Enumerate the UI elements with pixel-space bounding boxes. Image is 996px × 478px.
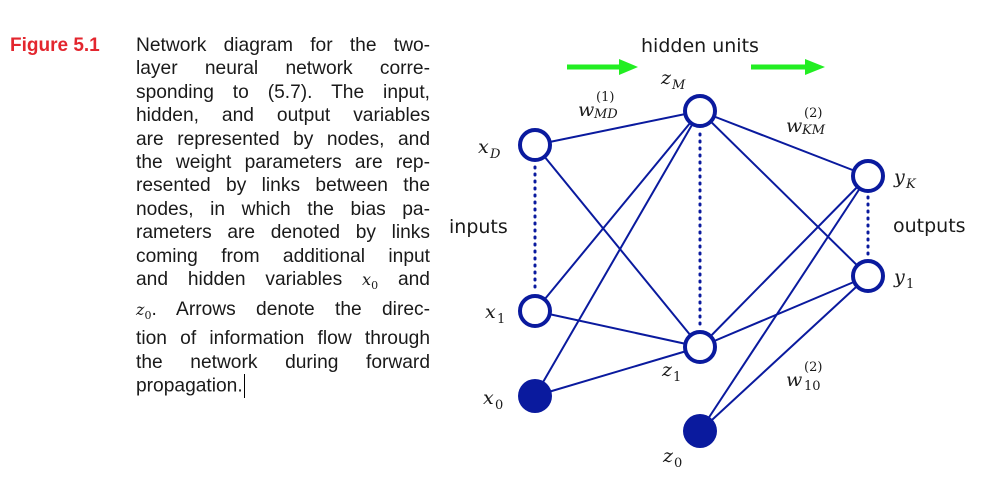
link-z0-y1	[699, 275, 869, 432]
caption-line: are represented by nodes, and	[136, 128, 430, 150]
caption-line-with-math: z0. Arrows denote the direc-	[136, 298, 430, 328]
label-xD: x D	[478, 136, 501, 162]
caption-line-with-math: and hidden variables x0 and	[136, 268, 430, 298]
svg-text:10: 10	[804, 379, 821, 394]
caption-line: tion of information flow through	[136, 328, 430, 350]
links	[534, 110, 869, 432]
link-xD-z1	[534, 144, 701, 348]
link-x0-zM	[534, 110, 701, 397]
label-y1: y 1	[893, 266, 914, 292]
flow-arrow-right	[751, 59, 825, 75]
node-z1	[683, 330, 717, 364]
svg-text:1: 1	[673, 370, 681, 385]
inputs-label: inputs	[449, 216, 508, 238]
svg-text:M: M	[671, 78, 686, 93]
link-x1-zM	[534, 110, 701, 312]
figure-caption: Network diagram for the two- layer neura…	[136, 34, 430, 399]
outputs-label: outputs	[893, 215, 966, 237]
svg-text:0: 0	[674, 456, 682, 471]
svg-text:K: K	[905, 177, 917, 192]
label-z0: z 0	[662, 445, 682, 471]
caption-text: . Arrows denote the direc-	[151, 298, 430, 320]
node-z0-bias	[683, 414, 717, 448]
node-x1	[518, 294, 552, 328]
link-z0-yK	[699, 175, 869, 432]
svg-text:(2): (2)	[804, 106, 822, 121]
svg-text:z: z	[660, 67, 672, 89]
caption-line: coming from additional input	[136, 245, 430, 267]
label-z1: z 1	[661, 359, 681, 385]
label-x0: x 0	[483, 387, 503, 413]
math-z0: z0	[136, 299, 152, 322]
svg-text:y: y	[893, 266, 905, 288]
node-yK	[851, 159, 885, 193]
caption-line: sponding to (5.7). The input,	[136, 81, 430, 103]
link-x0-z1	[534, 346, 701, 397]
svg-text:w: w	[786, 369, 802, 391]
caption-line: layer neural network corre-	[136, 58, 430, 80]
svg-text:x: x	[478, 136, 489, 158]
svg-text:z: z	[662, 445, 674, 467]
svg-text:w: w	[786, 115, 802, 137]
svg-text:MD: MD	[593, 107, 618, 122]
caption-line: Network diagram for the two-	[136, 35, 430, 56]
svg-text:w: w	[578, 99, 594, 121]
link-z1-y1	[699, 275, 869, 348]
link-zM-yK	[699, 110, 869, 177]
label-yK: y K	[893, 166, 917, 192]
caption-line: nodes, in which the bias pa-	[136, 198, 430, 220]
node-xD	[518, 128, 552, 162]
caption-text: and	[397, 269, 430, 291]
link-z1-yK	[699, 175, 869, 348]
flow-arrow-left	[567, 59, 638, 75]
figure-label: Figure 5.1	[10, 35, 100, 56]
caption-line: the weight parameters are rep-	[136, 152, 430, 174]
caption-line: the network during forward	[136, 351, 430, 373]
svg-text:z: z	[661, 359, 673, 381]
label-weight-wKM: w (2) KM	[786, 106, 826, 138]
caption-line: hidden, and output variables	[136, 105, 430, 127]
svg-text:y: y	[893, 166, 905, 188]
link-xD-zM	[534, 110, 701, 146]
dotted-connectors	[533, 132, 870, 327]
svg-text:0: 0	[495, 398, 503, 413]
svg-text:(1): (1)	[596, 90, 614, 105]
svg-text:D: D	[489, 147, 501, 162]
caption-line: propagation.	[136, 374, 245, 399]
svg-text:x: x	[485, 301, 496, 323]
svg-text:KM: KM	[801, 123, 826, 138]
math-x0: x0	[362, 270, 379, 293]
label-zM: z M	[660, 67, 686, 93]
hidden-units-label: hidden units	[641, 35, 759, 57]
link-zM-y1	[699, 110, 869, 277]
caption-text: and hidden variables	[136, 269, 343, 291]
node-zM	[683, 94, 717, 128]
label-weight-wMD: w (1) MD	[578, 90, 618, 122]
svg-text:1: 1	[497, 312, 505, 327]
node-y1	[851, 259, 885, 293]
caption-line: rameters are denoted by links	[136, 222, 430, 244]
svg-text:1: 1	[906, 277, 914, 292]
label-x1: x 1	[485, 301, 505, 327]
caption-line: resented by links between the	[136, 175, 430, 197]
svg-text:(2): (2)	[804, 360, 822, 375]
node-x0-bias	[518, 379, 552, 413]
link-x1-z1	[534, 310, 701, 348]
text-caret	[243, 374, 245, 399]
svg-text:x: x	[483, 387, 494, 409]
label-weight-w10: w (2) 10	[786, 360, 822, 394]
